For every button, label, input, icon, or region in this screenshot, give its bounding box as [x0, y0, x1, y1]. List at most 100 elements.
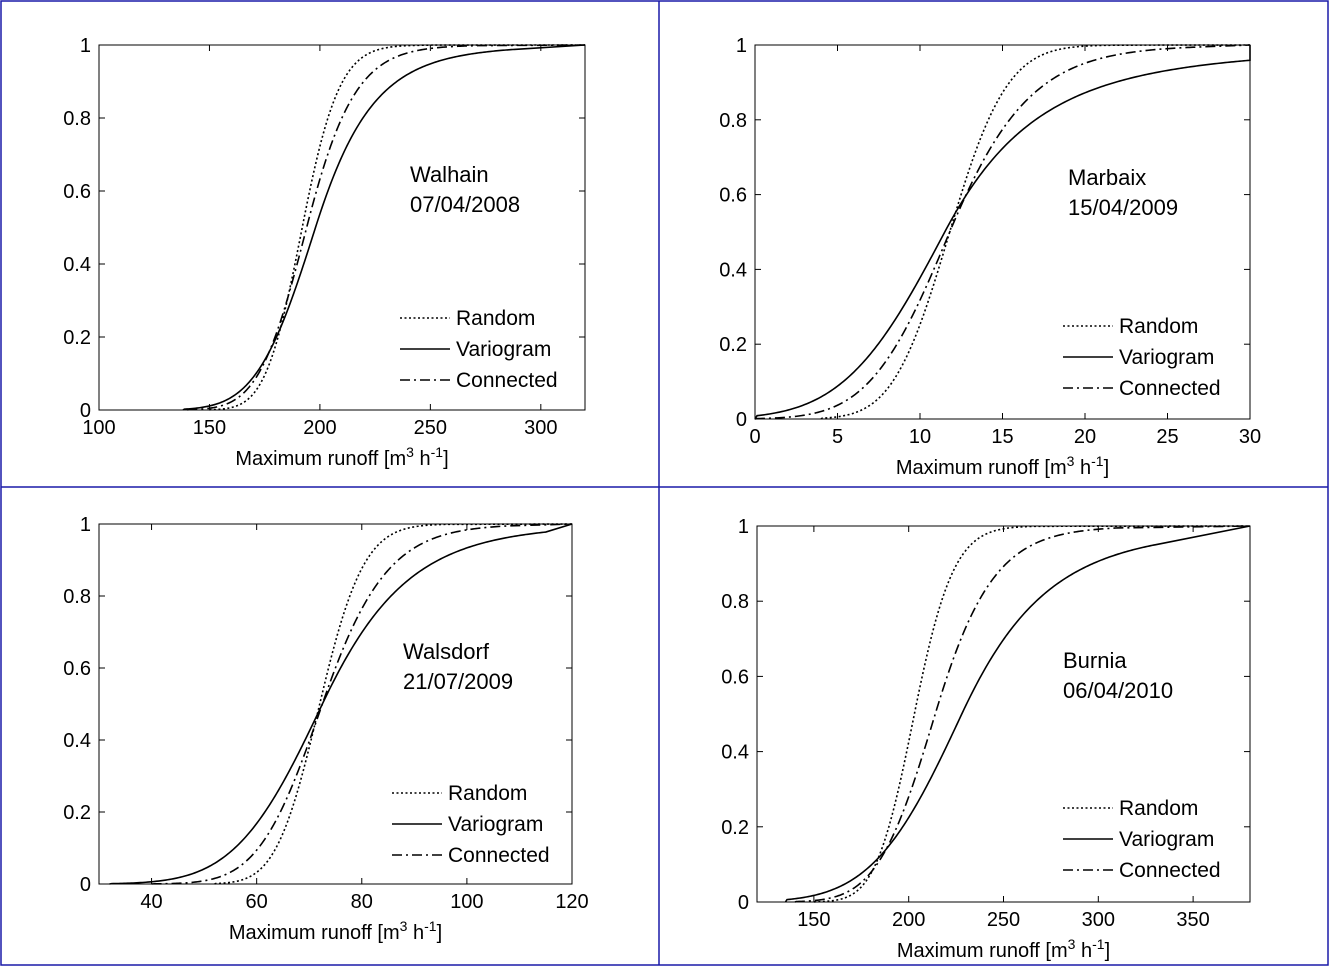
panel-walhain: 0 0.2 0.4 0.6 0.8 1 100 150 200 250 300 Maximum run…	[63, 35, 586, 470]
y-tick-label: 1	[738, 516, 749, 538]
series-line-random	[820, 44, 1251, 420]
series-line-variogram	[754, 45, 1251, 420]
y-tick-label: 0	[80, 400, 91, 422]
x-axis-label: Maximum runoff [m3 h-1]	[235, 444, 448, 470]
axis-label-superscript: 3	[400, 918, 408, 934]
site-name-annotation: Burnia	[1063, 648, 1127, 673]
axis-label-superscript: -1	[1091, 453, 1104, 469]
y-tick-label: 0.8	[63, 586, 91, 608]
y-tick-label: 0.4	[63, 730, 91, 752]
legend-label-connected: Connected	[1119, 377, 1221, 400]
x-tick-label: 30	[1239, 426, 1261, 448]
x-axis-label: Maximum runoff [m3 h-1]	[896, 453, 1109, 479]
series-line-connected	[754, 44, 1251, 420]
y-tick-label: 0	[736, 409, 747, 431]
x-tick-label: 40	[140, 891, 162, 913]
x-tick-label: 250	[414, 417, 447, 439]
legend-label-variogram: Variogram	[1119, 828, 1214, 851]
legend-label-random: Random	[1119, 797, 1198, 820]
series-line-random	[209, 44, 586, 411]
plot-area	[754, 44, 1251, 420]
legend-label-connected: Connected	[456, 369, 558, 392]
x-tick-label: 350	[1176, 909, 1209, 931]
axis-label-superscript: -1	[431, 444, 444, 460]
legend-label-random: Random	[456, 307, 535, 330]
x-tick-label: 60	[246, 891, 268, 913]
series-line-random	[214, 523, 573, 885]
legend-label-variogram: Variogram	[456, 338, 551, 361]
y-tick-label: 0.2	[719, 334, 747, 356]
axis-label-part: ]	[1104, 457, 1110, 479]
y-tick-label: 0	[80, 874, 91, 896]
x-tick-label: 200	[303, 417, 336, 439]
y-tick-label: 0.6	[719, 185, 747, 207]
plot-area	[98, 44, 586, 411]
axis-label-part: ]	[437, 922, 443, 944]
legend-label-connected: Connected	[1119, 859, 1221, 882]
legend-label-random: Random	[1119, 315, 1198, 338]
y-tick-label: 0.4	[721, 742, 749, 764]
x-axis-label: Maximum runoff [m3 h-1]	[229, 918, 442, 944]
y-tick-label: 0.6	[721, 666, 749, 688]
y-tick-label: 0.4	[719, 259, 747, 281]
series-line-variogram	[182, 44, 586, 411]
x-tick-label: 0	[749, 426, 760, 448]
axis-label-part: h	[1075, 940, 1092, 962]
x-tick-label: 25	[1156, 426, 1178, 448]
axis-label-superscript: 3	[1067, 453, 1075, 469]
legend: Random Variogram Connected	[1063, 797, 1221, 882]
legend-label-connected: Connected	[448, 844, 550, 867]
x-tick-label: 300	[1082, 909, 1115, 931]
axis-label-part: h	[407, 922, 424, 944]
x-tick-label: 300	[524, 417, 557, 439]
x-axis-label: Maximum runoff [m3 h-1]	[897, 936, 1110, 962]
plot-area	[756, 525, 1251, 903]
legend: Random Variogram Connected	[392, 782, 550, 867]
site-name-annotation: Walsdorf	[403, 639, 490, 664]
event-date-annotation: 15/04/2009	[1068, 195, 1178, 220]
series-line-connected	[187, 44, 586, 411]
series-line-variogram	[109, 523, 573, 885]
axis-label-part: Maximum runoff [m	[229, 922, 400, 944]
y-tick-label: 0.8	[721, 591, 749, 613]
x-tick-label: 200	[892, 909, 925, 931]
legend-label-variogram: Variogram	[448, 813, 543, 836]
event-date-annotation: 06/04/2010	[1063, 678, 1173, 703]
axis-label-superscript: 3	[1068, 936, 1076, 952]
x-tick-label: 120	[555, 891, 588, 913]
y-tick-label: 1	[736, 35, 747, 57]
axis-label-part: ]	[1105, 940, 1111, 962]
x-tick-label: 80	[351, 891, 373, 913]
x-tick-label: 15	[991, 426, 1013, 448]
y-tick-label: 0.6	[63, 658, 91, 680]
axis-label-part: Maximum runoff [m	[896, 457, 1067, 479]
plot-area	[98, 523, 573, 885]
axis-label-part: Maximum runoff [m	[897, 940, 1068, 962]
event-date-annotation: 21/07/2009	[403, 669, 513, 694]
y-tick-label: 0.2	[721, 817, 749, 839]
event-date-annotation: 07/04/2008	[410, 192, 520, 217]
x-tick-label: 100	[82, 417, 115, 439]
y-tick-label: 1	[80, 35, 91, 57]
axis-label-part: h	[414, 448, 431, 470]
axis-label-superscript: -1	[1092, 936, 1105, 952]
y-tick-label: 0.2	[63, 802, 91, 824]
y-tick-label: 0.6	[63, 181, 91, 203]
y-tick-label: 0	[738, 892, 749, 914]
axis-label-part: h	[1074, 457, 1091, 479]
panel-walsdorf: 0 0.2 0.4 0.6 0.8 1 40 60 80 100 120 Maximum runoff…	[63, 514, 589, 944]
y-tick-label: 0.8	[719, 110, 747, 132]
panel-burnia: 0 0.2 0.4 0.6 0.8 1 150 200 250 300 350 Maximum run…	[721, 516, 1251, 962]
x-tick-label: 10	[909, 426, 931, 448]
series-line-connected	[794, 525, 1251, 903]
axis-label-superscript: -1	[424, 918, 437, 934]
legend-label-random: Random	[448, 782, 527, 805]
legend-label-variogram: Variogram	[1119, 346, 1214, 369]
y-tick-label: 1	[80, 514, 91, 536]
x-tick-label: 100	[450, 891, 483, 913]
y-tick-label: 0.4	[63, 254, 91, 276]
